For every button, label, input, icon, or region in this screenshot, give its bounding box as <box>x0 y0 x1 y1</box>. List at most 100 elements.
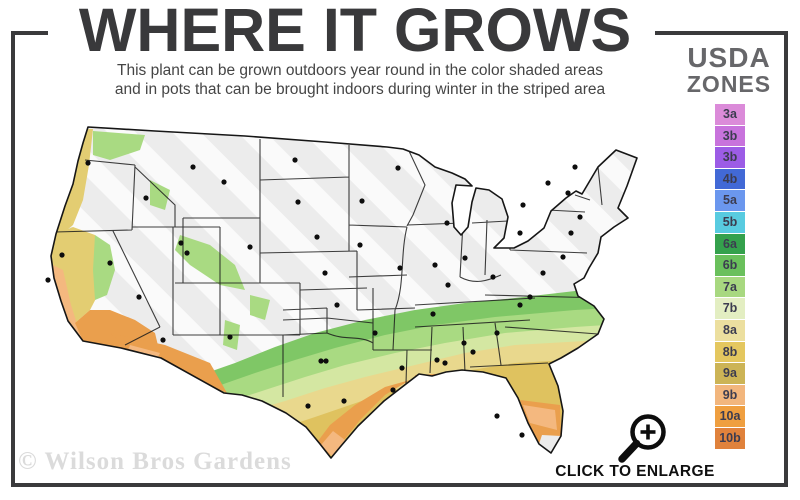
zone-patch-id-green <box>150 180 170 210</box>
city-dot <box>45 277 51 283</box>
zone-swatch: 10a <box>715 406 745 427</box>
city-dot <box>322 270 328 276</box>
subtitle-line-2: and in pots that can be brought indoors … <box>114 81 606 98</box>
zone-swatch: 8a <box>715 319 745 341</box>
city-dot <box>107 260 113 266</box>
city-dot <box>178 240 184 246</box>
city-dot <box>323 358 329 364</box>
zone-swatch: 9a <box>715 363 745 384</box>
frame-left <box>11 31 15 487</box>
city-dot <box>318 358 324 364</box>
zone-list: 3a 3b 3b 4b 5a 5b 6a 6b 7a 7b 8a 8b 9a 9b 10a 10b <box>715 104 745 450</box>
city-dot <box>372 330 378 336</box>
zone-patch-texas-tip-peach <box>321 431 345 457</box>
city-dot <box>565 190 571 196</box>
zone-swatch: 5b <box>715 211 745 233</box>
city-dot <box>432 262 438 268</box>
magnifier-plus-icon <box>618 414 666 463</box>
zone-swatch: 3b <box>715 125 745 147</box>
city-dot <box>568 230 574 236</box>
city-dot <box>444 220 450 226</box>
watermark: © Wilson Bros Gardens <box>18 448 292 475</box>
zone-patch-ut-co-green <box>175 235 245 290</box>
zone-patch-wa-green <box>93 131 145 160</box>
legend-title-usda: USDA <box>687 42 771 73</box>
city-dot <box>247 244 253 250</box>
zone-swatch: 6b <box>715 255 745 276</box>
city-dot <box>430 311 436 317</box>
city-dot <box>295 199 301 205</box>
frame-bottom <box>11 483 788 487</box>
city-dot <box>341 398 347 404</box>
us-outline <box>50 126 638 459</box>
usda-zone-map[interactable] <box>15 105 665 475</box>
zone-swatch: 7b <box>715 298 745 319</box>
city-dot <box>395 165 401 171</box>
city-dot <box>494 413 500 419</box>
frame-top-left-segment <box>11 31 48 35</box>
city-dot <box>227 334 233 340</box>
city-dot <box>540 270 546 276</box>
subtitle-line-1: This plant can be grown outdoors year ro… <box>117 62 603 79</box>
zone-patch-sierra-green <box>93 235 115 300</box>
city-dot <box>545 180 551 186</box>
city-dot <box>442 360 448 366</box>
legend-title-zones: ZONES <box>686 71 772 97</box>
zone-swatch: 10b <box>715 427 745 449</box>
city-dot <box>390 387 396 393</box>
city-dot <box>359 198 365 204</box>
legend-title: USDA ZONES <box>679 42 779 97</box>
city-dot <box>520 202 526 208</box>
city-dot <box>314 234 320 240</box>
city-dot <box>305 403 311 409</box>
subtitle: This plant can be grown outdoors year ro… <box>40 61 680 99</box>
city-dot <box>560 254 566 260</box>
city-dot <box>519 432 525 438</box>
city-dot <box>397 265 403 271</box>
frame-top-right-segment <box>655 31 788 35</box>
city-dot <box>517 302 523 308</box>
city-dot <box>292 157 298 163</box>
zone-swatch: 4b <box>715 168 745 190</box>
enlarge-label[interactable]: CLICK TO ENLARGE <box>555 463 715 480</box>
city-dots <box>45 157 583 438</box>
city-dot <box>190 164 196 170</box>
city-dot <box>59 252 65 258</box>
city-dot <box>143 195 149 201</box>
enlarge-button[interactable] <box>612 406 680 466</box>
city-dot <box>136 294 142 300</box>
city-dot <box>399 365 405 371</box>
city-dot <box>184 250 190 256</box>
zone-swatch: 3b <box>715 147 745 168</box>
city-dot <box>334 302 340 308</box>
city-dot <box>490 274 496 280</box>
city-dot <box>434 357 440 363</box>
city-dot <box>577 214 583 220</box>
city-dot <box>221 179 227 185</box>
city-dot <box>160 337 166 343</box>
zone-patch-florida-peach <box>523 405 557 430</box>
zone-patch-co-green <box>250 295 270 320</box>
zone-patch-florida-gray-tip <box>539 435 561 453</box>
zone-swatch: 9b <box>715 384 745 406</box>
city-dot <box>445 282 451 288</box>
city-dot <box>527 294 533 300</box>
zone-patch-ca-coast-peach <box>53 265 83 341</box>
city-dot <box>572 164 578 170</box>
zone-patch-pnw-coast <box>56 129 93 235</box>
zone-swatch: 8b <box>715 341 745 363</box>
city-dot <box>517 230 523 236</box>
city-dot <box>494 330 500 336</box>
zone-swatch: 7a <box>715 276 745 298</box>
state-borders <box>54 139 605 397</box>
city-dot <box>462 255 468 261</box>
zone-swatch: 5a <box>715 190 745 211</box>
zone-swatch: 3a <box>715 104 745 125</box>
city-dot <box>357 242 363 248</box>
city-dot <box>470 349 476 355</box>
page-title: WHERE IT GROWS <box>78 0 632 64</box>
city-dot <box>461 340 467 346</box>
us-map-svg <box>45 126 638 459</box>
zone-swatch: 6a <box>715 233 745 255</box>
